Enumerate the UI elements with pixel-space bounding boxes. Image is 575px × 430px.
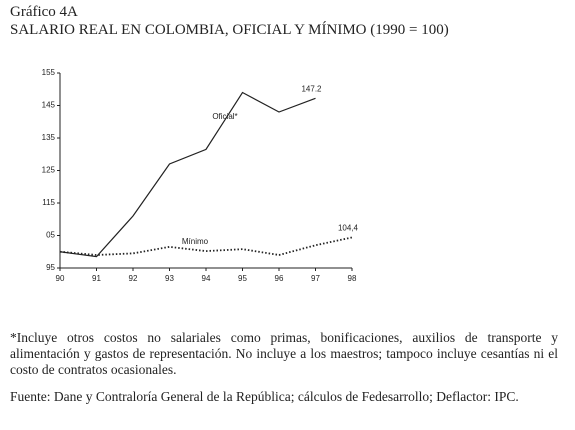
footnote: *Incluye otros costos no salariales como… xyxy=(10,330,558,377)
y-tick-label: 155 xyxy=(42,68,56,77)
x-tick-label: 97 xyxy=(311,274,320,283)
y-tick-label: 05 xyxy=(46,231,55,240)
x-tick-label: 94 xyxy=(202,274,211,283)
x-tick-label: 93 xyxy=(165,274,174,283)
figure-label: Gráfico 4A xyxy=(10,4,78,20)
chart-title: SALARIO REAL EN COLOMBIA, OFICIAL Y MÍNI… xyxy=(10,22,449,38)
series-name: Oficial* xyxy=(212,112,237,121)
x-tick-label: 90 xyxy=(56,274,65,283)
series-line xyxy=(59,91,316,258)
y-tick-label: 145 xyxy=(42,101,56,110)
series-line xyxy=(59,236,353,256)
data-label: 104,4 xyxy=(338,224,359,233)
chart: 95 05 115 125 135 145 155 90 91 92 93 94 95 96 97 98 Ofi… xyxy=(42,68,359,283)
y-tick-label: 95 xyxy=(46,263,55,272)
x-tick-label: 92 xyxy=(129,274,138,283)
y-tick-label: 115 xyxy=(42,198,55,207)
data-label: 147.2 xyxy=(301,84,322,93)
x-tick-label: 95 xyxy=(238,274,247,283)
x-tick-label: 96 xyxy=(275,274,284,283)
x-tick-label: 98 xyxy=(348,274,357,283)
y-tick-label: 135 xyxy=(42,133,56,142)
y-tick-label: 125 xyxy=(42,166,56,175)
source: Fuente: Dane y Contraloría General de la… xyxy=(10,389,519,404)
x-tick-label: 91 xyxy=(92,274,101,283)
series-name: Mínimo xyxy=(182,237,209,246)
